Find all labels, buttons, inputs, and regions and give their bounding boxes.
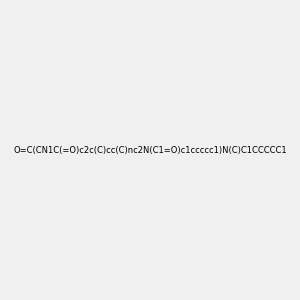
Text: O=C(CN1C(=O)c2c(C)cc(C)nc2N(C1=O)c1ccccc1)N(C)C1CCCCC1: O=C(CN1C(=O)c2c(C)cc(C)nc2N(C1=O)c1ccccc… [13, 146, 287, 154]
